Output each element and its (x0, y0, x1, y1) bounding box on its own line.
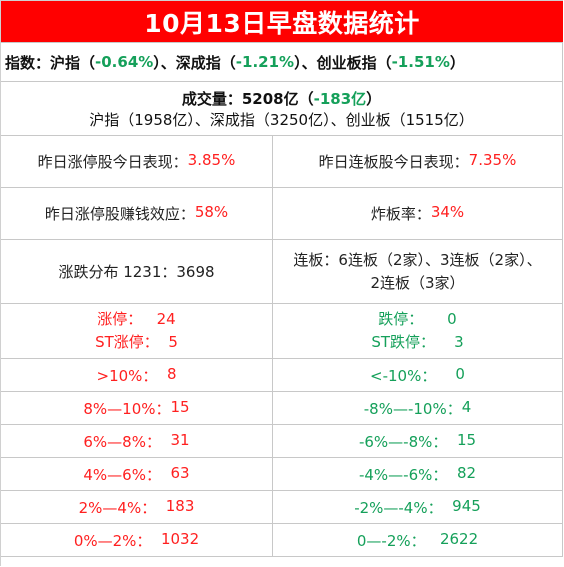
rise-fall-distribution: 涨跌分布 1231：3698 (1, 240, 273, 303)
limit-up-performance: 昨日涨停股今日表现： 3.85% (1, 136, 273, 187)
range-row: 2%—4%： 183 -2%—-4%： 945 (1, 491, 563, 524)
range-up-cell: >10%： 8 (1, 359, 273, 391)
range-down-value: 945 (452, 496, 481, 515)
range-down-label: -6%—-8%： (358, 432, 457, 451)
money-effect-label: 昨日涨停股赚钱效应： (44, 205, 195, 223)
sh-index-change: -0.64% (95, 53, 154, 71)
range-up-label: 6%—8%： (83, 432, 171, 451)
range-up-label: 2%—4%： (78, 498, 166, 517)
st-limit-down-count: ST跌停： 3 (371, 331, 463, 354)
st-limit-down-label: ST跌停： (371, 333, 455, 351)
range-down-cell: -2%—-4%： 945 (273, 491, 563, 523)
range-row: >10%： 8 <-10%： 0 (1, 359, 563, 392)
page-title: 10月13日早盘数据统计 (1, 1, 563, 43)
range-down-label: -2%—-4%： (354, 498, 453, 517)
consecutive-performance-value: 7.35% (468, 151, 517, 169)
volume-summary: 成交量：5208亿（-183亿） 沪指（1958亿）、深成指（3250亿）、创业… (1, 82, 563, 135)
volume-close: ） (366, 89, 382, 108)
limit-down-counts: 跌停： 0 ST跌停： 3 (273, 304, 563, 358)
volume-change: -183亿 (313, 89, 367, 108)
limit-up-value: 24 (156, 310, 176, 328)
range-up-label: 8%—10%： (83, 399, 171, 418)
range-down-cell: -6%—-8%： 15 (273, 425, 563, 457)
limit-count-row: 涨停： 24 ST涨停： 5 跌停： 0 ST跌停： 3 (1, 304, 563, 359)
sz-index-change: -1.21% (235, 53, 295, 71)
index-sep-2: ）、创业板指（ (294, 53, 392, 72)
limit-up-performance-label: 昨日涨停股今日表现： (37, 153, 188, 171)
range-row: 0%—2%： 1032 0—-2%： 2622 (1, 524, 563, 557)
index-suffix: ） (449, 53, 465, 72)
range-up-label: >10%： (96, 366, 167, 385)
cyb-index-change: -1.51% (391, 53, 450, 71)
volume-row: 成交量：5208亿（-183亿） 沪指（1958亿）、深成指（3250亿）、创业… (1, 82, 563, 136)
range-up-value: 15 (170, 397, 190, 416)
st-limit-up-label: ST涨停： (95, 333, 169, 351)
range-up-label: 4%—6%： (83, 465, 171, 484)
limit-up-label: 涨停： (97, 310, 157, 328)
range-down-cell: -4%—-6%： 82 (273, 458, 563, 490)
performance-row: 昨日涨停股今日表现： 3.85% 昨日连板股今日表现： 7.35% (1, 136, 563, 188)
limit-up-counts: 涨停： 24 ST涨停： 5 (1, 304, 273, 358)
range-down-value: 4 (461, 397, 472, 416)
limit-down-value: 0 (447, 310, 457, 328)
limit-down-count: 跌停： 0 (378, 308, 456, 331)
index-prefix: 指数：沪指（ (5, 53, 96, 72)
broken-board-rate: 炸板率： 34% (273, 188, 563, 239)
range-up-cell: 6%—8%： 31 (1, 425, 273, 457)
money-effect: 昨日涨停股赚钱效应： 58% (1, 188, 273, 239)
range-down-label: -4%—-6%： (358, 465, 457, 484)
st-limit-down-value: 3 (454, 333, 464, 351)
consecutive-performance-label: 昨日连板股今日表现： (318, 153, 469, 171)
consecutive-boards-line-2: 2连板（3家） (370, 273, 465, 292)
volume-label: 成交量：5208亿（ (181, 89, 314, 108)
range-down-cell: -8%—-10%： 4 (273, 392, 563, 424)
volume-detail: 沪指（1958亿）、深成指（3250亿）、创业板（1515亿） (89, 110, 474, 129)
range-row: 8%—10%： 15 -8%—-10%： 4 (1, 392, 563, 425)
range-up-value: 63 (170, 463, 190, 482)
index-row: 指数：沪指（ -0.64% ）、深成指（ -1.21% ）、创业板指（ -1.5… (1, 43, 563, 82)
broken-board-label: 炸板率： (370, 205, 431, 223)
st-limit-up-value: 5 (168, 333, 178, 351)
range-up-value: 31 (170, 430, 190, 449)
range-down-value: 82 (456, 463, 477, 482)
limit-up-performance-value: 3.85% (187, 151, 236, 169)
range-down-cell: 0—-2%： 2622 (273, 524, 563, 556)
range-up-cell: 8%—10%： 15 (1, 392, 273, 424)
index-summary: 指数：沪指（ -0.64% ）、深成指（ -1.21% ）、创业板指（ -1.5… (1, 43, 563, 81)
range-up-cell: 0%—2%： 1032 (1, 524, 273, 556)
range-up-value: 8 (166, 364, 177, 383)
range-down-label: 0—-2%： (356, 531, 440, 550)
range-up-value: 1032 (160, 529, 200, 548)
range-down-cell: <-10%： 0 (273, 359, 563, 391)
range-up-cell: 2%—4%： 183 (1, 491, 273, 523)
range-down-label: <-10%： (370, 366, 456, 385)
range-up-cell: 4%—6%： 63 (1, 458, 273, 490)
distribution-row: 涨跌分布 1231：3698 连板：6连板（2家）、3连板（2家）、 2连板（3… (1, 240, 563, 304)
volume-total: 成交量：5208亿（-183亿） (182, 88, 381, 109)
limit-down-label: 跌停： (378, 310, 448, 328)
limit-up-count: 涨停： 24 (97, 308, 175, 331)
range-down-label: -8%—-10%： (363, 399, 462, 418)
index-sep-1: ）、深成指（ (153, 53, 236, 72)
broken-board-value: 34% (430, 203, 465, 221)
st-limit-up-count: ST涨停： 5 (95, 331, 178, 354)
money-effect-value: 58% (194, 203, 229, 221)
consecutive-boards: 连板：6连板（2家）、3连板（2家）、 2连板（3家） (273, 240, 563, 303)
range-down-value: 0 (455, 364, 465, 383)
range-down-value: 15 (456, 430, 477, 449)
range-down-value: 2622 (439, 529, 479, 548)
range-row: 6%—8%： 31 -6%—-8%： 15 (1, 425, 563, 458)
consecutive-boards-line-1: 连板：6连板（2家）、3连板（2家）、 (293, 250, 542, 269)
range-up-value: 183 (165, 496, 195, 515)
range-row: 4%—6%： 63 -4%—-6%： 82 (1, 458, 563, 491)
consecutive-performance: 昨日连板股今日表现： 7.35% (273, 136, 563, 187)
range-up-label: 0%—2%： (73, 531, 161, 550)
money-effect-row: 昨日涨停股赚钱效应： 58% 炸板率： 34% (1, 188, 563, 240)
